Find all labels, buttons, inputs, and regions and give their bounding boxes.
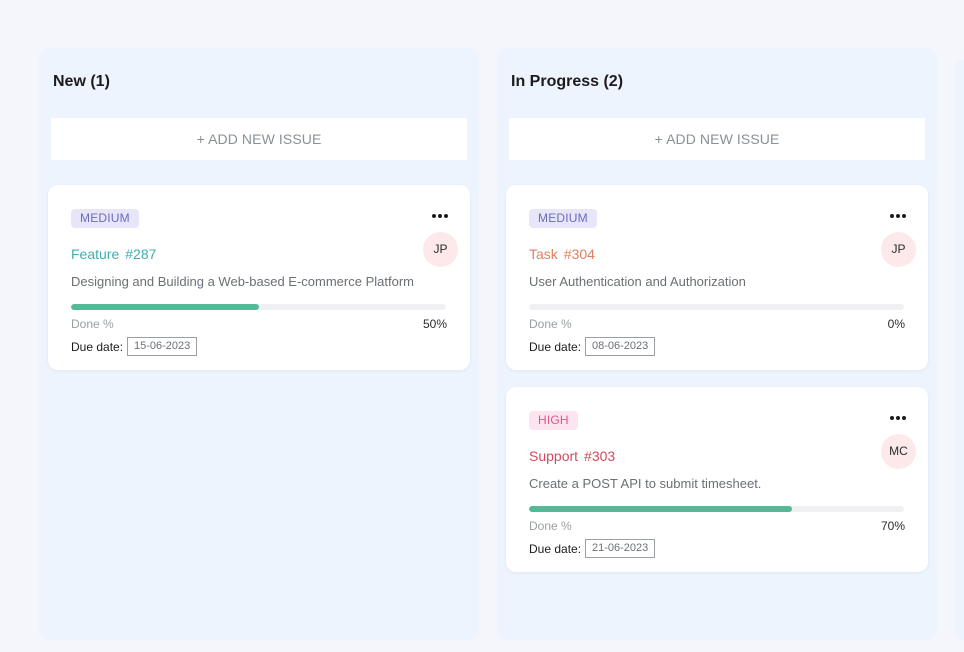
due-date-label: Due date: [71, 340, 124, 354]
issue-number: #303 [584, 448, 616, 464]
done-label: Done % [529, 519, 572, 533]
progress-bar [529, 304, 904, 310]
due-date-value[interactable]: 08-06-2023 [585, 337, 656, 356]
issue-number: #304 [563, 246, 595, 262]
done-label: Done % [71, 317, 114, 331]
add-new-issue-button[interactable]: + ADD NEW ISSUE [509, 118, 925, 160]
issue-card[interactable]: MEDIUM JP Task #304 User Authentication a… [506, 185, 928, 370]
issue-description: Create a POST API to submit timesheet. [529, 476, 762, 491]
progress-fill [71, 304, 259, 310]
due-date-label: Due date: [529, 340, 582, 354]
progress-bar [71, 304, 446, 310]
issue-card[interactable]: MEDIUM JP Feature #287 Designing and Buil… [48, 185, 470, 370]
due-date-label: Due date: [529, 542, 582, 556]
issue-type: Task [529, 246, 558, 262]
more-options-icon[interactable] [890, 213, 906, 219]
priority-badge: MEDIUM [71, 209, 139, 228]
issue-description: User Authentication and Authorization [529, 274, 746, 289]
column-next-partial [955, 60, 964, 640]
assignee-avatar[interactable]: JP [423, 232, 458, 267]
issue-title[interactable]: Feature #287 [71, 246, 156, 262]
more-options-icon[interactable] [432, 213, 448, 219]
priority-badge: MEDIUM [529, 209, 597, 228]
more-options-icon[interactable] [890, 415, 906, 421]
done-percent: 50% [422, 317, 447, 331]
priority-badge: HIGH [529, 411, 578, 430]
assignee-avatar[interactable]: JP [881, 232, 916, 267]
column-new: New (1) + ADD NEW ISSUE MEDIUM JP Featur… [39, 48, 479, 640]
issue-number: #287 [125, 246, 157, 262]
issue-card[interactable]: HIGH MC Support #303 Create a POST API to… [506, 387, 928, 572]
issue-title[interactable]: Task #304 [529, 246, 595, 262]
issue-title[interactable]: Support #303 [529, 448, 615, 464]
done-label: Done % [529, 317, 572, 331]
add-new-issue-button[interactable]: + ADD NEW ISSUE [51, 118, 467, 160]
assignee-avatar[interactable]: MC [881, 434, 916, 469]
column-title: In Progress (2) [511, 73, 624, 90]
issue-type: Feature [71, 246, 120, 262]
done-percent: 0% [887, 317, 905, 331]
issue-description: Designing and Building a Web-based E-com… [71, 274, 414, 289]
done-percent: 70% [880, 519, 905, 533]
progress-bar [529, 506, 904, 512]
column-in-progress: In Progress (2) + ADD NEW ISSUE MEDIUM J… [497, 48, 937, 640]
due-date-value[interactable]: 21-06-2023 [585, 539, 656, 558]
issue-type: Support [529, 448, 579, 464]
column-title: New (1) [53, 73, 110, 90]
progress-fill [529, 506, 792, 512]
due-date-value[interactable]: 15-06-2023 [127, 337, 198, 356]
